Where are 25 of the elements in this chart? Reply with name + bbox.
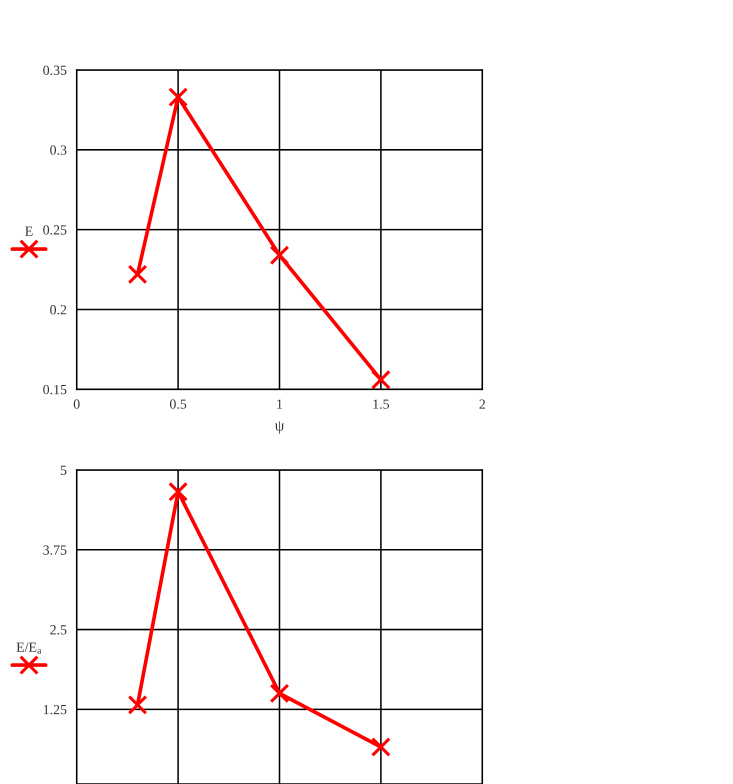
y-tick-label: 0.25 bbox=[43, 225, 66, 235]
x-axis-title: ψ bbox=[274, 421, 284, 434]
text: E bbox=[25, 226, 33, 236]
point bbox=[270, 684, 290, 704]
point bbox=[128, 264, 148, 284]
x-tick-label: 1.5 bbox=[373, 399, 390, 409]
y-tick-label: 0.35 bbox=[43, 66, 66, 76]
x-tick-label: 0 bbox=[74, 399, 80, 409]
y-tick-label: 5 bbox=[60, 466, 66, 475]
x-tick-label: 0.5 bbox=[170, 399, 186, 409]
y-tick-label: 0.15 bbox=[43, 384, 66, 394]
point bbox=[371, 370, 391, 390]
point bbox=[371, 737, 391, 757]
point bbox=[270, 245, 290, 266]
y-tick-label: 0.2 bbox=[50, 305, 66, 314]
point bbox=[168, 482, 188, 502]
x-tick-label: 1 bbox=[277, 399, 282, 409]
y-tick-label: 3.75 bbox=[43, 545, 66, 555]
x-tick-label: 2 bbox=[479, 399, 486, 409]
y-tick-label: 1.25 bbox=[44, 704, 66, 714]
point bbox=[128, 695, 148, 715]
point bbox=[168, 87, 188, 108]
text: E/E$_{a}$ bbox=[16, 642, 42, 654]
y-tick-label: 0.3 bbox=[50, 145, 66, 155]
y-tick-label: 2.5 bbox=[50, 625, 66, 635]
